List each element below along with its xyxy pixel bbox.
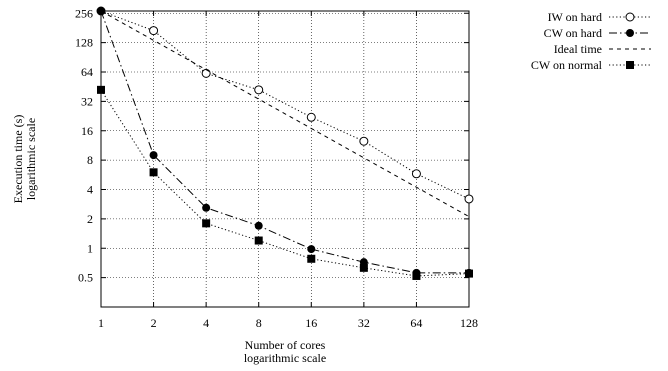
data-point-iw-on-hard xyxy=(411,169,421,179)
y-tick-label: 16 xyxy=(81,124,93,138)
x-tick-label: 128 xyxy=(460,316,478,330)
data-point-cw-on-normal xyxy=(412,271,421,280)
axes: 0.5 1 2 4 8 16 32 64 128 256 1 2 4 8 16 32 64 128 Number o… xyxy=(11,6,478,365)
legend-label-cw-on-hard: CW on hard xyxy=(544,26,602,40)
data-point-iw-on-hard xyxy=(254,85,264,95)
x-tick-label: 32 xyxy=(358,316,370,330)
series-line-ideal-time xyxy=(100,10,470,218)
data-point-cw-on-hard xyxy=(202,203,211,212)
y-tick-label: 32 xyxy=(81,94,93,108)
y-axis-label: logarithmic scale xyxy=(24,118,38,200)
data-point-iw-on-hard xyxy=(464,194,474,204)
legend-marker-cw-on-normal xyxy=(626,61,634,69)
data-point-cw-on-hard xyxy=(254,221,263,230)
x-tick-label: 8 xyxy=(256,316,262,330)
series-layer xyxy=(96,6,474,280)
x-tick-label: 1 xyxy=(98,316,104,330)
legend: IW on hard CW on hard Ideal time CW on norm… xyxy=(531,10,651,72)
data-point-iw-on-hard xyxy=(201,68,211,78)
y-tick-label: 128 xyxy=(75,36,93,50)
y-tick-label: 2 xyxy=(87,212,93,226)
series-ideal-time xyxy=(100,10,470,218)
legend-label-iw-on-hard: IW on hard xyxy=(548,10,602,24)
data-point-cw-on-normal xyxy=(465,269,473,278)
data-point-iw-on-hard xyxy=(359,136,369,146)
grid xyxy=(101,11,469,307)
plot-frame xyxy=(100,10,470,308)
data-point-cw-on-normal xyxy=(254,236,263,245)
x-axis-label: Number of cores xyxy=(245,338,326,352)
y-tick-label: 8 xyxy=(87,153,93,167)
series-cw-on-normal xyxy=(97,85,473,280)
series-line-cw-on-hard xyxy=(100,10,469,274)
data-point-cw-on-normal xyxy=(97,85,105,94)
data-point-cw-on-normal xyxy=(149,168,158,177)
x-tick-label: 2 xyxy=(151,316,157,330)
data-point-iw-on-hard xyxy=(149,26,159,36)
y-tick-label: 1 xyxy=(87,241,93,255)
y-tick-label: 0.5 xyxy=(78,271,93,285)
data-point-cw-on-normal xyxy=(359,263,368,272)
data-point-cw-on-hard xyxy=(307,245,316,254)
data-point-cw-on-normal xyxy=(307,254,316,263)
x-axis-label: logarithmic scale xyxy=(244,351,326,365)
y-axis-label: Execution time (s) xyxy=(11,115,25,204)
x-tick-label: 64 xyxy=(410,316,422,330)
legend-marker-cw-on-hard xyxy=(626,29,634,37)
legend-marker-iw-on-hard xyxy=(625,12,635,22)
y-tick-label: 4 xyxy=(87,183,93,197)
y-tick-label: 64 xyxy=(81,65,93,79)
y-tick-label: 256 xyxy=(75,6,93,20)
legend-label-cw-on-normal: CW on normal xyxy=(531,58,603,72)
x-tick-label: 16 xyxy=(305,316,317,330)
data-point-cw-on-hard xyxy=(149,151,158,160)
data-point-cw-on-normal xyxy=(202,219,211,228)
x-tick-label: 4 xyxy=(203,316,209,330)
data-point-iw-on-hard xyxy=(306,112,316,122)
legend-label-ideal-time: Ideal time xyxy=(554,42,602,56)
